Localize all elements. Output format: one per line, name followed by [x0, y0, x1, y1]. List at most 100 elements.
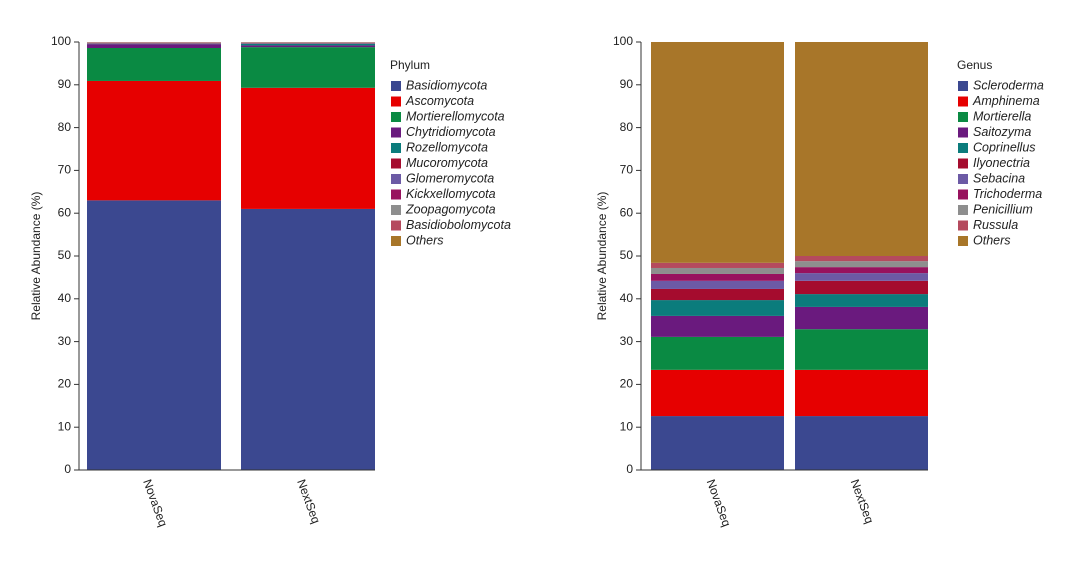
- legend-label: Trichoderma: [973, 187, 1042, 201]
- legend-swatch: [958, 127, 968, 138]
- legend-label: Sebacina: [973, 171, 1025, 185]
- legend-label: Ilyonectria: [973, 156, 1030, 170]
- bar-segment: [651, 336, 784, 370]
- legend-label: Saitozyma: [973, 125, 1031, 139]
- legend-label: Chytridiomycota: [406, 125, 496, 139]
- legend-label: Scleroderma: [973, 78, 1044, 92]
- bar-segment: [651, 288, 784, 301]
- bar-segment: [795, 329, 928, 370]
- bar-segment: [241, 87, 375, 209]
- legend-label: Basidiobolomycota: [406, 218, 511, 232]
- bar-segment: [651, 273, 784, 281]
- legend-label: Amphinema: [972, 94, 1040, 108]
- x-tick-label: NovaSeq: [140, 477, 170, 528]
- legend-swatch: [958, 236, 968, 246]
- legend-label: Glomeromycota: [406, 171, 494, 185]
- bar-segment: [241, 43, 375, 46]
- x-tick-label: NextSeq: [848, 477, 877, 525]
- y-tick-label: 20: [620, 377, 634, 391]
- y-axis-label: Relative Abundance (%): [595, 192, 609, 321]
- y-tick-label: 60: [58, 205, 72, 219]
- y-tick-label: 40: [620, 291, 634, 305]
- y-tick-label: 50: [58, 248, 72, 262]
- bar-segment: [795, 369, 928, 417]
- y-axis-label: Relative Abundance (%): [29, 192, 43, 321]
- legend-swatch: [958, 143, 968, 153]
- bar-segment: [795, 256, 928, 262]
- y-tick-label: 10: [58, 419, 72, 433]
- legend-swatch: [958, 81, 968, 91]
- legend-label: Rozellomycota: [406, 140, 488, 154]
- legend-swatch: [391, 143, 401, 153]
- bar-segment: [651, 42, 784, 263]
- legend-swatch: [391, 220, 401, 231]
- legend-swatch: [391, 174, 401, 184]
- bar-segment: [795, 42, 928, 256]
- legend-label: Mortierellomycota: [406, 109, 505, 123]
- legend-label: Coprinellus: [973, 140, 1036, 154]
- bar-segment: [795, 261, 928, 268]
- y-tick-label: 80: [620, 120, 634, 134]
- y-tick-label: 0: [626, 462, 633, 476]
- y-tick-label: 10: [620, 419, 634, 433]
- legend-swatch: [391, 81, 401, 91]
- bar-segment: [795, 294, 928, 307]
- legend-label: Ascomycota: [405, 94, 474, 108]
- bar-segment: [795, 416, 928, 470]
- legend-swatch: [958, 205, 968, 215]
- bar-segment: [241, 47, 375, 88]
- legend-label: Kickxellomycota: [406, 187, 496, 201]
- legend-title: Phylum: [390, 58, 430, 72]
- bar-segment: [241, 208, 375, 471]
- y-tick-label: 0: [64, 462, 71, 476]
- legend-swatch: [958, 174, 968, 184]
- bar-segment: [651, 267, 784, 274]
- legend-label: Others: [973, 233, 1011, 247]
- bar-segment: [795, 306, 928, 330]
- y-tick-label: 90: [58, 77, 72, 91]
- legend-swatch: [958, 112, 968, 122]
- y-tick-label: 20: [58, 377, 72, 391]
- legend-label: Mucoromycota: [406, 156, 488, 170]
- legend-label: Russula: [973, 218, 1018, 232]
- legend-swatch: [958, 158, 968, 169]
- y-tick-label: 80: [58, 120, 72, 134]
- legend-swatch: [958, 220, 968, 231]
- legend-swatch: [391, 96, 401, 107]
- legend-swatch: [958, 96, 968, 107]
- legend-swatch: [958, 189, 968, 200]
- y-tick-label: 90: [620, 77, 634, 91]
- y-tick-label: 70: [58, 163, 72, 177]
- legend-title: Genus: [957, 58, 992, 72]
- y-tick-label: 60: [620, 205, 634, 219]
- bar-segment: [795, 280, 928, 295]
- y-tick-label: 40: [58, 291, 72, 305]
- legend-label: Others: [406, 233, 444, 247]
- y-tick-label: 30: [620, 334, 634, 348]
- y-tick-label: 100: [613, 34, 633, 48]
- bar-segment: [651, 369, 784, 417]
- legend-label: Penicillium: [973, 202, 1033, 216]
- legend-swatch: [391, 127, 401, 138]
- legend-label: Zoopagomycota: [405, 202, 496, 216]
- bar-segment: [651, 315, 784, 337]
- bar-segment: [795, 273, 928, 281]
- y-tick-label: 30: [58, 334, 72, 348]
- y-tick-label: 70: [620, 163, 634, 177]
- legend-swatch: [391, 189, 401, 200]
- bar-segment: [795, 267, 928, 274]
- bar-segment: [241, 45, 375, 48]
- y-tick-label: 100: [51, 34, 71, 48]
- bar-segment: [87, 47, 221, 81]
- bar-segment: [651, 300, 784, 316]
- x-tick-label: NovaSeq: [704, 477, 734, 528]
- bar-segment: [87, 44, 221, 48]
- legend-label: Mortierella: [973, 109, 1031, 123]
- legend-swatch: [391, 236, 401, 246]
- bar-segment: [87, 200, 221, 471]
- bar-segment: [87, 80, 221, 201]
- legend-label: Basidiomycota: [406, 78, 487, 92]
- legend-swatch: [391, 112, 401, 122]
- bar-segment: [651, 280, 784, 289]
